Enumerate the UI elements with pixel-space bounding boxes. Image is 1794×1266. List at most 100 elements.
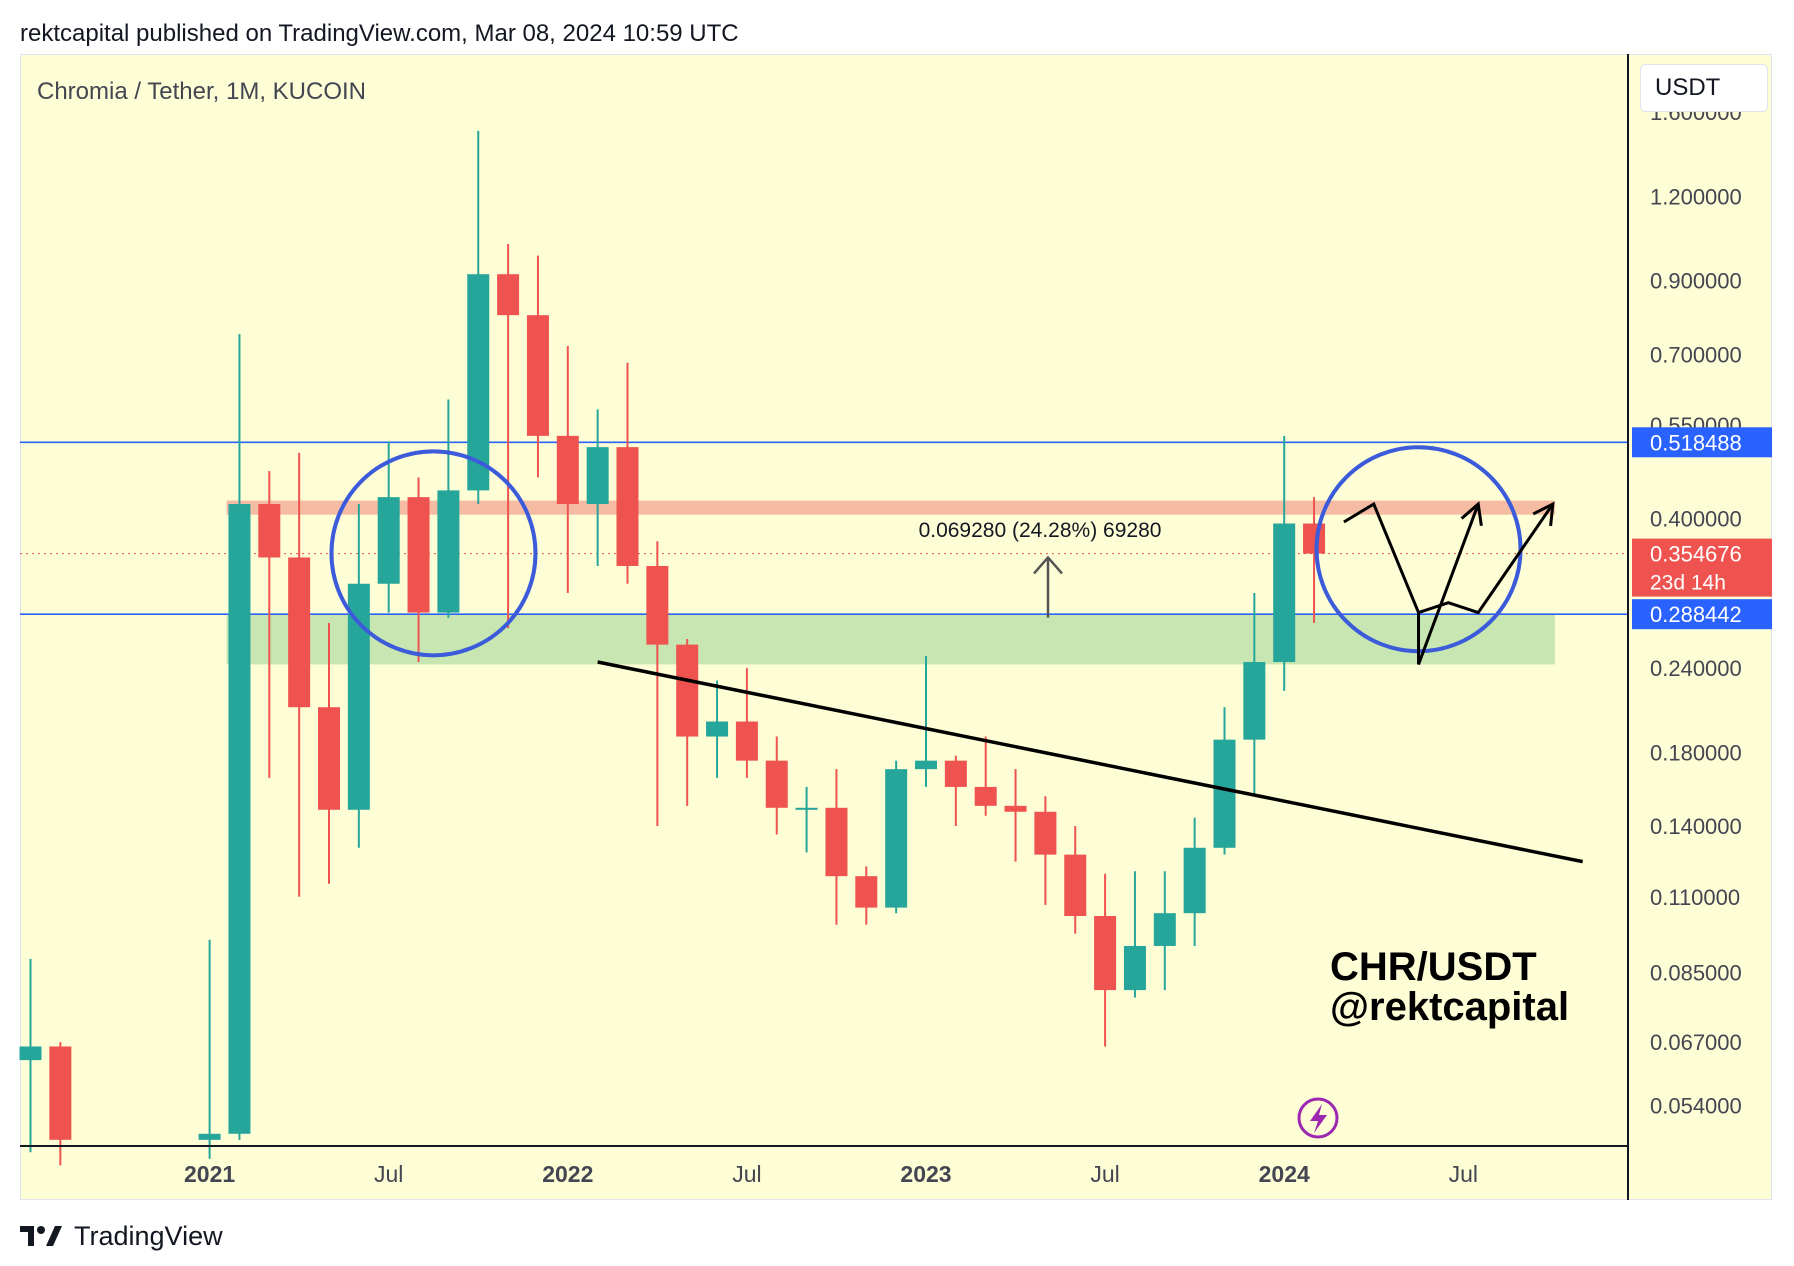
price-tick-label: 0.400000 (1650, 506, 1742, 531)
candle[interactable] (258, 471, 281, 778)
candle[interactable] (1034, 796, 1057, 905)
price-tick-label: 0.700000 (1650, 342, 1742, 367)
candle[interactable] (467, 130, 490, 505)
currency-button[interactable]: USDT (1640, 64, 1768, 112)
time-tick-label: Jul (374, 1161, 403, 1187)
measure-arrow-head (1033, 555, 1063, 575)
drawings-layer (329, 445, 1584, 864)
time-tick-label: Jul (732, 1161, 761, 1187)
candle[interactable] (1094, 873, 1117, 1047)
descending-trendline[interactable] (597, 660, 1584, 864)
candle-body (825, 807, 848, 877)
price-tick-label: 0.900000 (1650, 269, 1742, 294)
price-tick-label: 0.110000 (1650, 885, 1740, 910)
candle-body (1094, 916, 1117, 991)
candle[interactable] (1004, 769, 1027, 862)
candle-body (586, 447, 609, 505)
candle[interactable] (944, 755, 967, 827)
resistance-zone[interactable] (226, 500, 1555, 515)
candle[interactable] (915, 656, 937, 787)
candle-body (258, 504, 281, 558)
candle[interactable] (1153, 871, 1176, 991)
level-upper-badge[interactable] (1632, 427, 1772, 458)
candle[interactable] (586, 409, 609, 566)
level-lower-label: 0.288442 (1650, 602, 1742, 627)
candle[interactable] (855, 866, 878, 925)
candle[interactable] (974, 736, 997, 816)
candle[interactable] (377, 441, 400, 613)
candle-body (526, 315, 549, 436)
candle[interactable] (676, 639, 699, 806)
candle[interactable] (646, 541, 669, 827)
time-tick-label: 2022 (542, 1161, 593, 1187)
candle[interactable] (497, 243, 520, 629)
candle[interactable] (407, 477, 430, 663)
candle[interactable] (1183, 817, 1206, 946)
published-line: rektcapital published on TradingView.com… (20, 20, 739, 47)
candle-body (1123, 945, 1146, 991)
candle[interactable] (288, 452, 311, 897)
candle[interactable] (706, 680, 729, 778)
candle[interactable] (885, 760, 908, 914)
price-tick-label: 1.200000 (1650, 184, 1742, 209)
time-tick-label: 2023 (900, 1161, 951, 1187)
candle-body (974, 786, 997, 806)
candle-body (795, 807, 818, 810)
levels-layer (20, 441, 1628, 615)
price-tick-label: 0.140000 (1650, 814, 1742, 839)
candle-body (228, 504, 251, 1134)
candle-body (49, 1046, 72, 1140)
level-upper-label: 0.518488 (1650, 430, 1742, 455)
price-tick-label: 0.180000 (1650, 740, 1742, 765)
time-tick-label: Jul (1449, 1161, 1478, 1187)
candle-body (467, 274, 490, 491)
candle-body (915, 760, 937, 770)
candle-body (1153, 913, 1176, 946)
candle-body (1303, 523, 1326, 554)
candle-body (437, 490, 460, 613)
candle[interactable] (437, 399, 460, 618)
time-tick-label: 2024 (1259, 1161, 1310, 1187)
candle[interactable] (19, 958, 42, 1153)
candle-body (885, 769, 908, 908)
projection-path-arrowhead (1460, 501, 1483, 527)
candle-body (1183, 847, 1206, 914)
candle-body (377, 497, 400, 584)
price-tick-label: 0.054000 (1650, 1093, 1742, 1118)
annotation-author: @rektcapital (1330, 985, 1569, 1029)
candle[interactable] (1243, 593, 1266, 797)
candle-body (1064, 854, 1087, 917)
candle-body (1034, 811, 1057, 855)
level-lower-badge[interactable] (1632, 599, 1772, 630)
candle-body (676, 644, 699, 737)
candle[interactable] (556, 346, 579, 594)
projection-path-alt-arrowhead (1532, 501, 1555, 527)
candle[interactable] (1273, 435, 1296, 691)
candle[interactable] (1064, 826, 1087, 934)
tradingview-logo[interactable]: TradingView (20, 1218, 223, 1254)
candle[interactable] (795, 786, 818, 853)
candle[interactable] (318, 622, 340, 884)
time-tick-label: 2021 (184, 1161, 235, 1187)
candle[interactable] (526, 255, 549, 478)
lightning-icon[interactable] (1297, 1097, 1339, 1139)
annotation-pair: CHR/USDT (1330, 945, 1537, 989)
projection-path-alt[interactable] (1418, 503, 1555, 615)
candle[interactable] (347, 504, 370, 848)
candle[interactable] (825, 769, 848, 925)
candle[interactable] (1123, 871, 1146, 998)
candle[interactable] (198, 939, 221, 1159)
current-price-badge[interactable] (1632, 538, 1772, 597)
candle-body (706, 721, 729, 737)
candle[interactable] (228, 334, 251, 1140)
symbol-title: Chromia / Tether, 1M, KUCOIN (37, 78, 366, 105)
candle[interactable] (616, 362, 639, 584)
candle-body (407, 497, 430, 613)
candles-layer (19, 130, 1326, 1166)
highlight-circle-1[interactable] (329, 449, 538, 658)
candle[interactable] (49, 1042, 72, 1166)
candle[interactable] (765, 736, 788, 835)
candle[interactable] (735, 668, 758, 778)
candle[interactable] (1213, 707, 1236, 855)
